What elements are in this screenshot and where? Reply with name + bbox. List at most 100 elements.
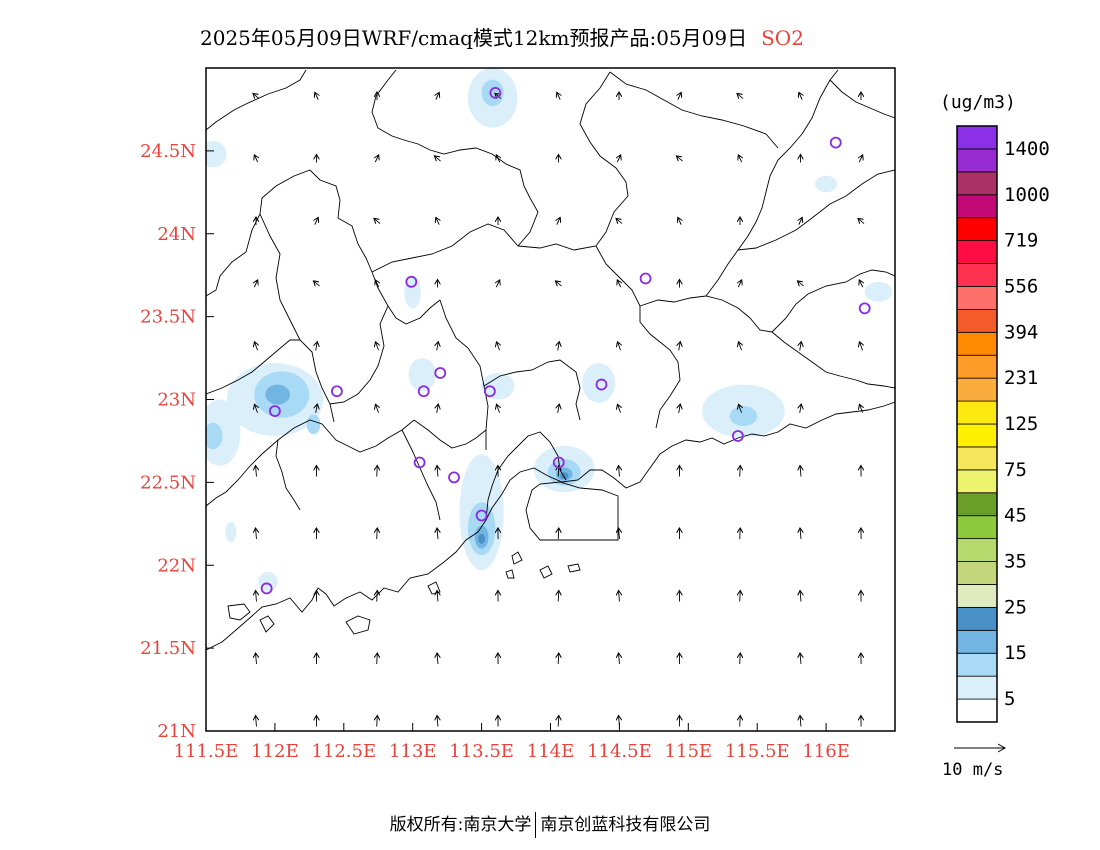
- wind-arrow: [740, 716, 741, 727]
- wind-arrow: [254, 404, 257, 413]
- county-border-20: [206, 339, 300, 395]
- x-tick-label: 114E: [527, 741, 575, 762]
- county-border-6: [517, 71, 629, 251]
- x-tick-label: 113E: [389, 741, 437, 762]
- wind-arrow: [558, 342, 560, 351]
- wind-arrow: [738, 155, 741, 163]
- wind-arrow: [254, 280, 257, 288]
- wind-arrow: [679, 342, 681, 351]
- county-border-14: [609, 71, 779, 149]
- y-tick-label: 22N: [157, 555, 196, 576]
- wind-arrow: [437, 716, 438, 727]
- wind-arrow: [555, 281, 562, 286]
- legend-label: 394: [1004, 321, 1038, 343]
- legend-swatch: [956, 584, 998, 608]
- wind-arrow: [800, 466, 801, 477]
- wind-arrow: [859, 155, 862, 163]
- wind-arrow: [375, 342, 378, 351]
- wind-arrow: [740, 653, 741, 665]
- wind-arrow: [256, 653, 257, 665]
- province-border-2: [206, 169, 441, 325]
- legend-swatch: [956, 675, 998, 700]
- legend-label: 15: [1004, 642, 1027, 664]
- legend-label: 45: [1004, 505, 1027, 527]
- copyright-company: 南京创蓝科技有限公司: [540, 815, 711, 835]
- island-8: [427, 581, 441, 595]
- wind-arrow: [619, 528, 620, 540]
- wind-reference-arrow: [954, 743, 1007, 753]
- legend-label: 1400: [1004, 138, 1050, 160]
- wind-arrow: [558, 653, 559, 665]
- wind-arrow: [436, 92, 439, 100]
- wind-arrow: [496, 280, 499, 288]
- county-border-16: [329, 305, 389, 405]
- station-marker: [268, 405, 281, 418]
- wind-arrow: [375, 404, 378, 413]
- legend-swatch: [956, 652, 998, 677]
- legend-swatch: [956, 331, 998, 356]
- legend-swatch: [956, 171, 998, 196]
- island-1: [345, 615, 371, 635]
- x-tick-label: 113.5E: [449, 741, 514, 762]
- so2-plume: [560, 472, 569, 480]
- wind-arrow: [619, 591, 620, 602]
- legend-swatch: [956, 148, 998, 173]
- county-border-1: [439, 299, 489, 450]
- wind-arrow: [558, 404, 560, 414]
- so2-plume: [408, 358, 437, 392]
- legend-swatch: [956, 629, 998, 654]
- wind-arrow: [377, 653, 378, 665]
- wind-arrow: [437, 528, 438, 540]
- legend-swatch: [956, 308, 998, 333]
- wind-arrow: [859, 404, 862, 413]
- wind-arrow: [859, 280, 862, 288]
- wind-arrow: [619, 466, 620, 477]
- wind-arrow: [617, 342, 620, 351]
- station-marker: [483, 385, 496, 398]
- wind-arrow: [377, 528, 378, 540]
- wind-arrow: [679, 404, 681, 414]
- legend-swatch: [956, 446, 998, 471]
- x-tick-label: 114.5E: [587, 741, 652, 762]
- island-2: [227, 603, 251, 621]
- legend-label: 1000: [1004, 184, 1050, 206]
- wind-arrow: [377, 466, 378, 477]
- county-border-2: [483, 359, 581, 421]
- county-border-9: [705, 69, 839, 297]
- island-6: [567, 563, 581, 573]
- county-border-8: [639, 295, 773, 333]
- wind-arrow: [496, 155, 499, 163]
- wind-arrow: [557, 92, 560, 100]
- wind-arrow: [253, 93, 260, 98]
- wind-arrow: [740, 528, 741, 540]
- wind-arrow: [256, 466, 257, 477]
- legend-swatch: [956, 377, 998, 402]
- legend-units: (ug/m3): [940, 92, 1016, 113]
- station-marker: [448, 471, 460, 484]
- so2-plume: [582, 363, 616, 403]
- species-label: SO2: [761, 26, 804, 50]
- legend-swatch: [956, 538, 998, 562]
- copyright-owner: 版权所有:南京大学: [389, 815, 532, 835]
- county-border-17: [413, 419, 487, 449]
- county-border-4: [403, 139, 539, 247]
- station-marker: [639, 272, 652, 285]
- wind-arrow: [740, 466, 741, 477]
- wind-arrow: [316, 404, 318, 414]
- legend-swatch: [956, 492, 998, 517]
- wind-arrow: [374, 218, 381, 223]
- so2-plume: [481, 79, 504, 107]
- station-marker: [829, 136, 842, 149]
- x-tick-label: 111.5E: [174, 741, 239, 762]
- station-marker: [489, 86, 502, 99]
- legend-frame: [956, 125, 998, 723]
- wind-arrow: [434, 156, 441, 161]
- legend-swatch: [956, 561, 998, 585]
- station-marker: [475, 509, 488, 522]
- station-marker: [595, 378, 608, 391]
- wind-arrow: [254, 155, 257, 163]
- station-marker: [732, 430, 744, 442]
- legend-swatch: [956, 400, 998, 425]
- wind-arrow: [254, 342, 257, 351]
- legend-label: 719: [1004, 230, 1038, 252]
